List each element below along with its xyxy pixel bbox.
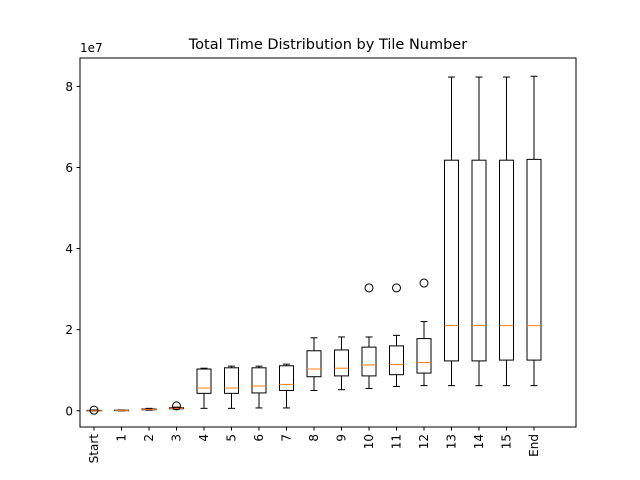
x-tick-label: 4 — [197, 434, 211, 442]
box-group — [86, 405, 102, 415]
box-group — [114, 409, 129, 412]
x-tick-label: 13 — [445, 434, 459, 449]
box-iqr — [196, 368, 212, 394]
box-iqr — [444, 159, 459, 362]
outlier-point — [419, 278, 429, 288]
box-group — [471, 76, 487, 387]
box-group — [334, 336, 349, 391]
box-group — [416, 278, 432, 387]
box-iqr — [416, 338, 432, 374]
box-group — [196, 367, 212, 409]
y-offset-label: 1e7 — [80, 41, 103, 55]
x-tick-label: 11 — [390, 434, 404, 449]
x-tick-label: 8 — [307, 434, 321, 442]
box-iqr — [224, 367, 239, 394]
outlier-point — [89, 405, 99, 415]
x-tick-label: 15 — [500, 434, 514, 449]
box-iqr — [526, 158, 542, 361]
x-tick-label: 3 — [170, 434, 184, 442]
chart-title: Total Time Distribution by Tile Number — [188, 37, 467, 53]
axes-frame — [79, 57, 577, 428]
box-group — [306, 337, 322, 392]
box-iqr — [306, 350, 322, 378]
x-tick-label: End — [527, 434, 541, 457]
box-group — [279, 363, 294, 409]
x-tick-label: 7 — [280, 434, 294, 442]
x-tick-label: 9 — [335, 434, 349, 442]
outlier-point — [392, 283, 401, 293]
box-group — [499, 76, 514, 387]
box-iqr — [334, 349, 349, 377]
outlier-point — [172, 401, 181, 411]
box-group — [444, 76, 459, 387]
box-group — [224, 365, 239, 409]
outlier-point — [364, 283, 374, 293]
y-tick-label: 6 — [65, 161, 73, 175]
x-tick-label: Start — [87, 434, 101, 464]
box-iqr — [251, 367, 267, 394]
box-group — [169, 401, 184, 411]
x-tick-label: 14 — [472, 434, 486, 449]
x-tick-label: 10 — [362, 434, 376, 449]
box-group — [141, 407, 157, 411]
y-tick-label: 4 — [65, 242, 73, 256]
x-tick-label: 6 — [252, 434, 266, 442]
box-iqr — [389, 345, 404, 376]
y-tick-label: 0 — [65, 404, 73, 418]
box-group — [361, 283, 377, 389]
x-tick-label: 12 — [417, 434, 431, 449]
x-tick-label: 1 — [115, 434, 129, 442]
box-iqr — [361, 346, 377, 377]
box-iqr — [471, 159, 487, 362]
y-tick-label: 2 — [65, 323, 73, 337]
box-group — [389, 283, 404, 387]
y-tick-label: 8 — [65, 80, 73, 94]
box-group — [526, 75, 542, 387]
x-tick-label: 2 — [142, 434, 156, 442]
box-group — [251, 365, 267, 409]
x-tick-label: 5 — [225, 434, 239, 442]
box-iqr — [279, 365, 294, 392]
box-iqr — [499, 159, 514, 361]
